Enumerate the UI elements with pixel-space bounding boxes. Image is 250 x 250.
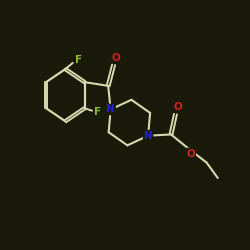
Text: O: O (111, 53, 120, 63)
Text: N: N (106, 104, 115, 115)
Text: F: F (94, 107, 101, 117)
Text: F: F (75, 55, 82, 65)
Text: O: O (173, 102, 182, 112)
Text: N: N (144, 131, 152, 141)
Text: O: O (186, 148, 195, 158)
